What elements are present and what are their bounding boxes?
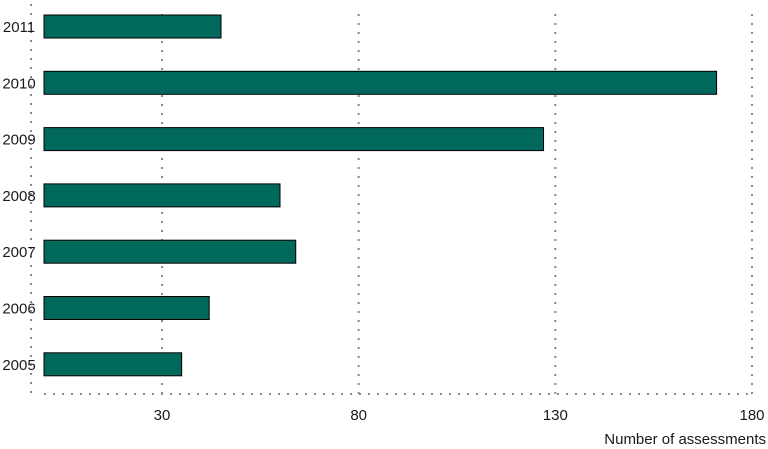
category-label-2007: 2007 (2, 244, 35, 261)
x-tick-label-30: 30 (154, 407, 171, 424)
bars-layer (43, 14, 718, 377)
x-tick-label-80: 80 (350, 407, 367, 424)
bar-2011 (43, 14, 222, 39)
bar-2007 (43, 239, 297, 264)
x-tick-label-130: 130 (543, 407, 568, 424)
category-label-2011: 2011 (3, 19, 35, 36)
bar-2010 (43, 70, 718, 95)
x-tick-label-180: 180 (739, 407, 764, 424)
category-label-2010: 2010 (2, 75, 35, 92)
category-label-2006: 2006 (2, 301, 35, 318)
bar-2009 (43, 127, 545, 152)
x-axis-title: Number of assessments (604, 431, 766, 448)
bar-2006 (43, 296, 210, 320)
category-labels: 2011 2010 2009 2008 2007 2006 2005 (2, 19, 35, 374)
category-label-2008: 2008 (2, 188, 35, 205)
category-label-2005: 2005 (2, 357, 35, 374)
x-tick-labels: 30 80 130 180 (154, 407, 765, 424)
category-label-2009: 2009 (2, 132, 35, 149)
bar-2005 (43, 352, 183, 377)
bar-2008 (43, 183, 281, 208)
